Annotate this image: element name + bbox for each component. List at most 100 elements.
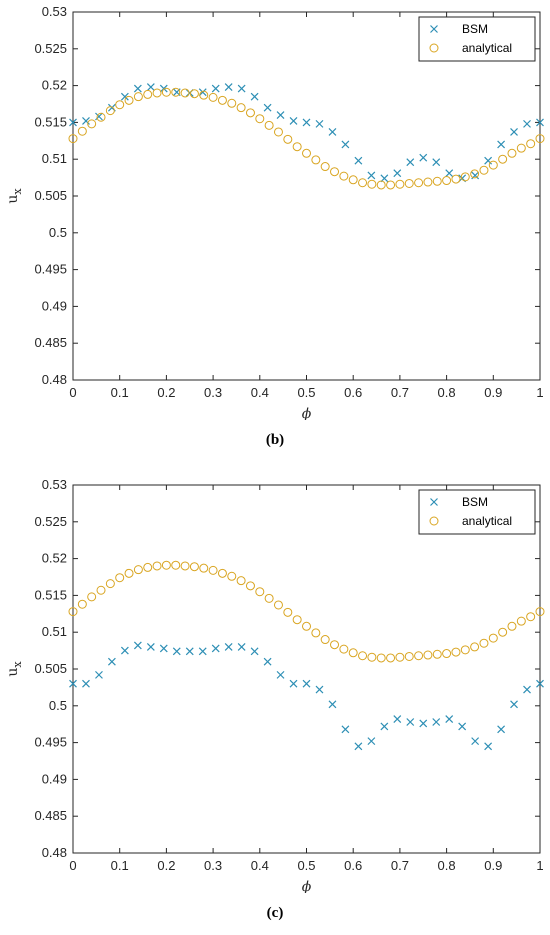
y-tick-label: 0.49 xyxy=(42,771,67,786)
analytical-point xyxy=(189,89,199,99)
analytical-point xyxy=(311,628,321,638)
analytical-point xyxy=(432,176,442,186)
analytical-point xyxy=(358,651,368,661)
analytical-point xyxy=(143,562,153,572)
analytical-point xyxy=(302,621,311,631)
y-tick-label: 0.485 xyxy=(34,335,67,350)
analytical-point xyxy=(432,649,442,659)
analytical-point xyxy=(152,88,162,98)
bsm-point xyxy=(354,742,363,751)
analytical-point xyxy=(507,621,517,631)
x-tick-label: 0.1 xyxy=(111,385,129,400)
bsm-point xyxy=(146,642,155,651)
x-tick-label: 0.5 xyxy=(297,858,315,873)
bsm-point xyxy=(341,140,350,149)
analytical-point xyxy=(87,592,97,602)
bsm-point xyxy=(120,92,129,101)
analytical-point xyxy=(171,560,181,570)
analytical-point xyxy=(330,167,340,177)
y-axis-label: ux xyxy=(5,661,24,677)
y-tick-label: 0.52 xyxy=(42,551,67,566)
analytical-point xyxy=(460,645,470,655)
bsm-point xyxy=(406,718,415,726)
analytical-point xyxy=(87,119,97,129)
analytical-point xyxy=(227,571,237,581)
analytical-point xyxy=(311,155,321,165)
analytical-point xyxy=(376,180,386,190)
analytical-point xyxy=(255,114,265,124)
x-tick-label: 1 xyxy=(536,858,543,873)
bsm-point xyxy=(523,119,531,128)
y-tick-label: 0.49 xyxy=(42,298,67,313)
x-tick-label: 0.4 xyxy=(251,858,269,873)
chart-panel-b: 0 0.1 0.2 0.3 0.4 0.5 0.6 0.7 0.8 0.9 1 0.48 0.485 0.… xyxy=(0,0,550,460)
analytical-point xyxy=(404,651,414,661)
analytical-point xyxy=(115,573,125,583)
analytical-point xyxy=(302,148,311,158)
y-tick-label: 0.515 xyxy=(34,587,67,602)
bsm-point xyxy=(458,722,467,731)
y-axis-label-subscript: x xyxy=(11,188,24,195)
analytical-point xyxy=(245,108,255,118)
plot-area xyxy=(72,11,541,381)
bsm-point xyxy=(237,84,246,93)
legend: BSM analytical xyxy=(418,489,536,535)
x-tick-label: 0.6 xyxy=(344,385,362,400)
analytical-point xyxy=(273,600,283,610)
analytical-point xyxy=(367,652,377,662)
caption-b: (b) xyxy=(265,432,285,448)
x-tick-label: 0.7 xyxy=(391,858,409,873)
bsm-point xyxy=(536,679,544,688)
analytical-point xyxy=(236,103,246,113)
legend: BSM analytical xyxy=(418,16,536,62)
legend-label: analytical xyxy=(462,514,512,528)
legend-marker-analytical xyxy=(429,516,439,526)
analytical-point xyxy=(273,127,283,137)
analytical-point xyxy=(470,169,480,179)
analytical-point xyxy=(199,563,209,573)
bsm-point xyxy=(432,158,441,167)
analytical-point xyxy=(395,652,405,662)
analytical-point xyxy=(143,89,153,99)
x-tick-label: 0.3 xyxy=(204,858,222,873)
bsm-point xyxy=(107,657,116,666)
analytical-point xyxy=(535,607,545,617)
analytical-point xyxy=(133,565,143,575)
chart-panel-c: 0 0.1 0.2 0.3 0.4 0.5 0.6 0.7 0.8 0.9 1 0.48 0.485 0.… xyxy=(0,473,550,933)
bsm-point xyxy=(523,685,531,694)
analytical-point xyxy=(264,593,274,603)
y-tick-label: 0.5 xyxy=(49,698,67,713)
bsm-point xyxy=(276,670,285,679)
bsm-point xyxy=(159,644,168,653)
x-tick-label: 0 xyxy=(69,858,76,873)
analytical-point xyxy=(152,561,162,571)
analytical-point xyxy=(208,92,218,102)
analytical-point xyxy=(330,640,340,650)
x-tick-label: 0.4 xyxy=(251,385,269,400)
bsm-point xyxy=(445,715,454,723)
analytical-point xyxy=(199,90,209,100)
plot-area xyxy=(72,484,541,854)
y-tick-label: 0.495 xyxy=(34,262,67,277)
bsm-point xyxy=(393,169,402,178)
analytical-point xyxy=(245,581,255,591)
analytical-point xyxy=(451,647,461,657)
y-tick-label: 0.53 xyxy=(42,4,67,19)
bsm-point xyxy=(133,641,142,650)
analytical-point xyxy=(386,653,396,663)
analytical-point xyxy=(386,180,396,190)
scatter-chart-b: 0 0.1 0.2 0.3 0.4 0.5 0.6 0.7 0.8 0.9 1 0.48 0.485 0.… xyxy=(5,4,545,420)
bsm-point xyxy=(198,88,207,97)
analytical-point xyxy=(68,607,78,617)
x-tick-label: 0.2 xyxy=(157,385,175,400)
x-tick-label: 0.9 xyxy=(484,385,502,400)
analytical-point xyxy=(367,179,377,189)
bsm-point xyxy=(120,646,129,655)
bsm-point xyxy=(237,642,246,651)
analytical-point xyxy=(395,179,405,189)
bsm-point xyxy=(380,722,389,731)
y-tick-label: 0.505 xyxy=(34,661,67,676)
bsm-point xyxy=(172,647,181,656)
legend-marker-bsm xyxy=(430,498,438,506)
bsm-point xyxy=(302,679,311,688)
